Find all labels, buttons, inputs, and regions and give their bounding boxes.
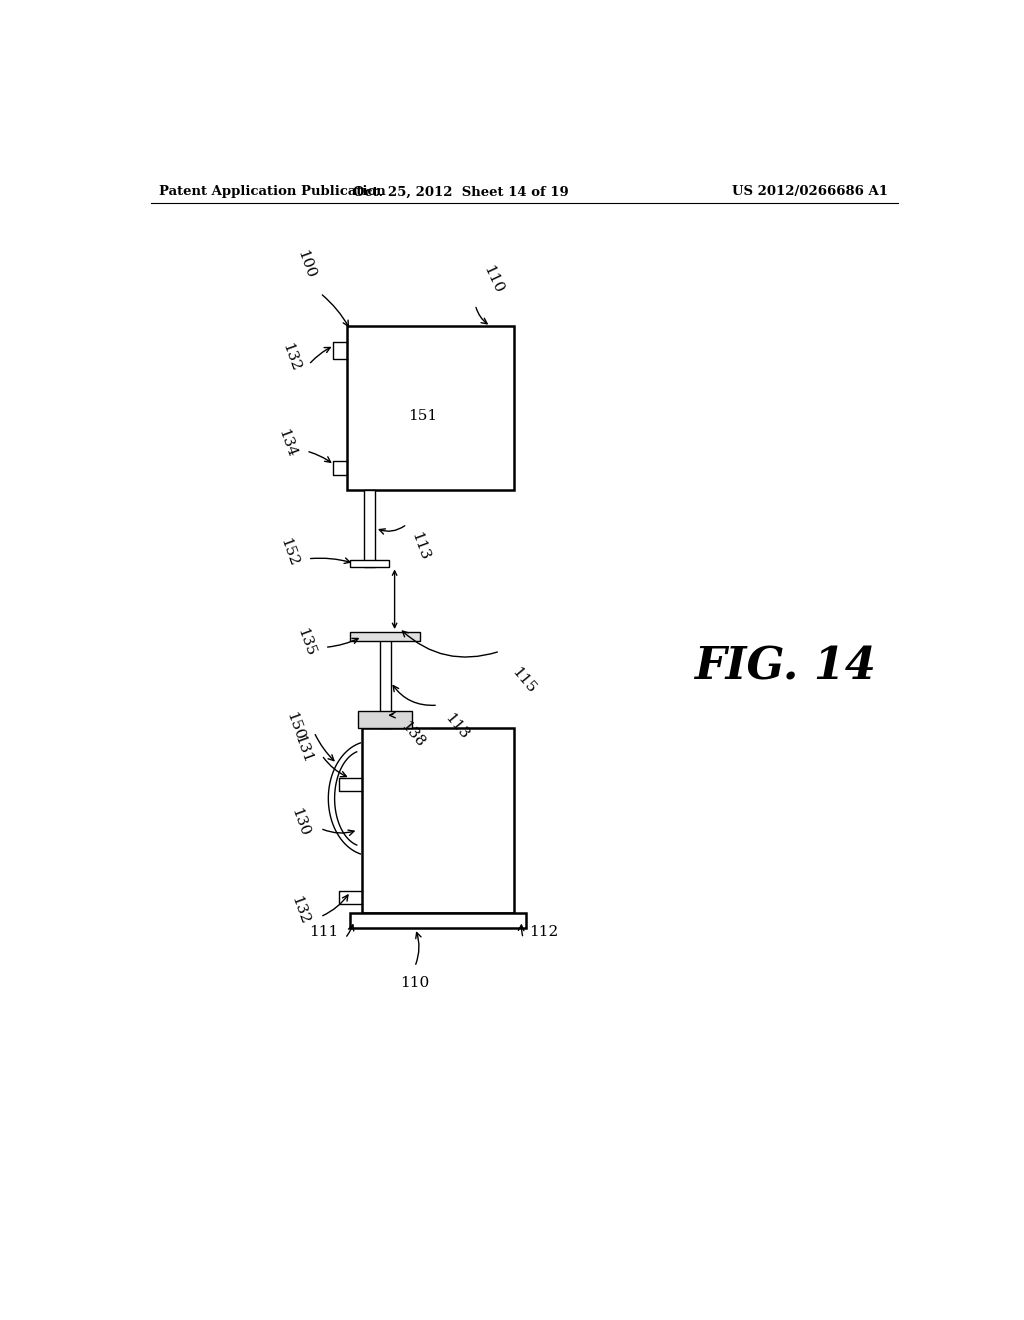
Text: 132: 132 [289,895,311,927]
Text: 113: 113 [409,531,432,562]
Text: 152: 152 [278,536,301,569]
Bar [350,560,389,566]
Text: 112: 112 [529,925,559,940]
Bar [365,490,375,566]
Text: 110: 110 [480,263,506,296]
Text: 115: 115 [509,665,539,697]
Text: US 2012/0266686 A1: US 2012/0266686 A1 [731,185,888,198]
Text: 100: 100 [295,248,317,280]
Text: 110: 110 [400,977,429,990]
Text: Patent Application Publication: Patent Application Publication [159,185,386,198]
Text: 135: 135 [294,626,317,657]
Text: Oct. 25, 2012  Sheet 14 of 19: Oct. 25, 2012 Sheet 14 of 19 [353,185,569,198]
Bar [362,729,514,913]
Bar [350,913,525,928]
Text: 130: 130 [289,807,311,838]
Text: 134: 134 [275,428,299,459]
Text: 138: 138 [397,719,427,750]
Bar [380,636,391,729]
Text: 111: 111 [309,925,339,940]
Text: 151: 151 [408,409,437,422]
Bar [346,326,514,490]
Text: 131: 131 [291,734,314,766]
Text: 132: 132 [280,341,302,374]
Text: 113: 113 [442,711,471,743]
Bar [350,632,420,642]
Bar [358,711,413,729]
Text: FIG. 14: FIG. 14 [693,645,876,688]
Text: 150: 150 [283,710,306,742]
